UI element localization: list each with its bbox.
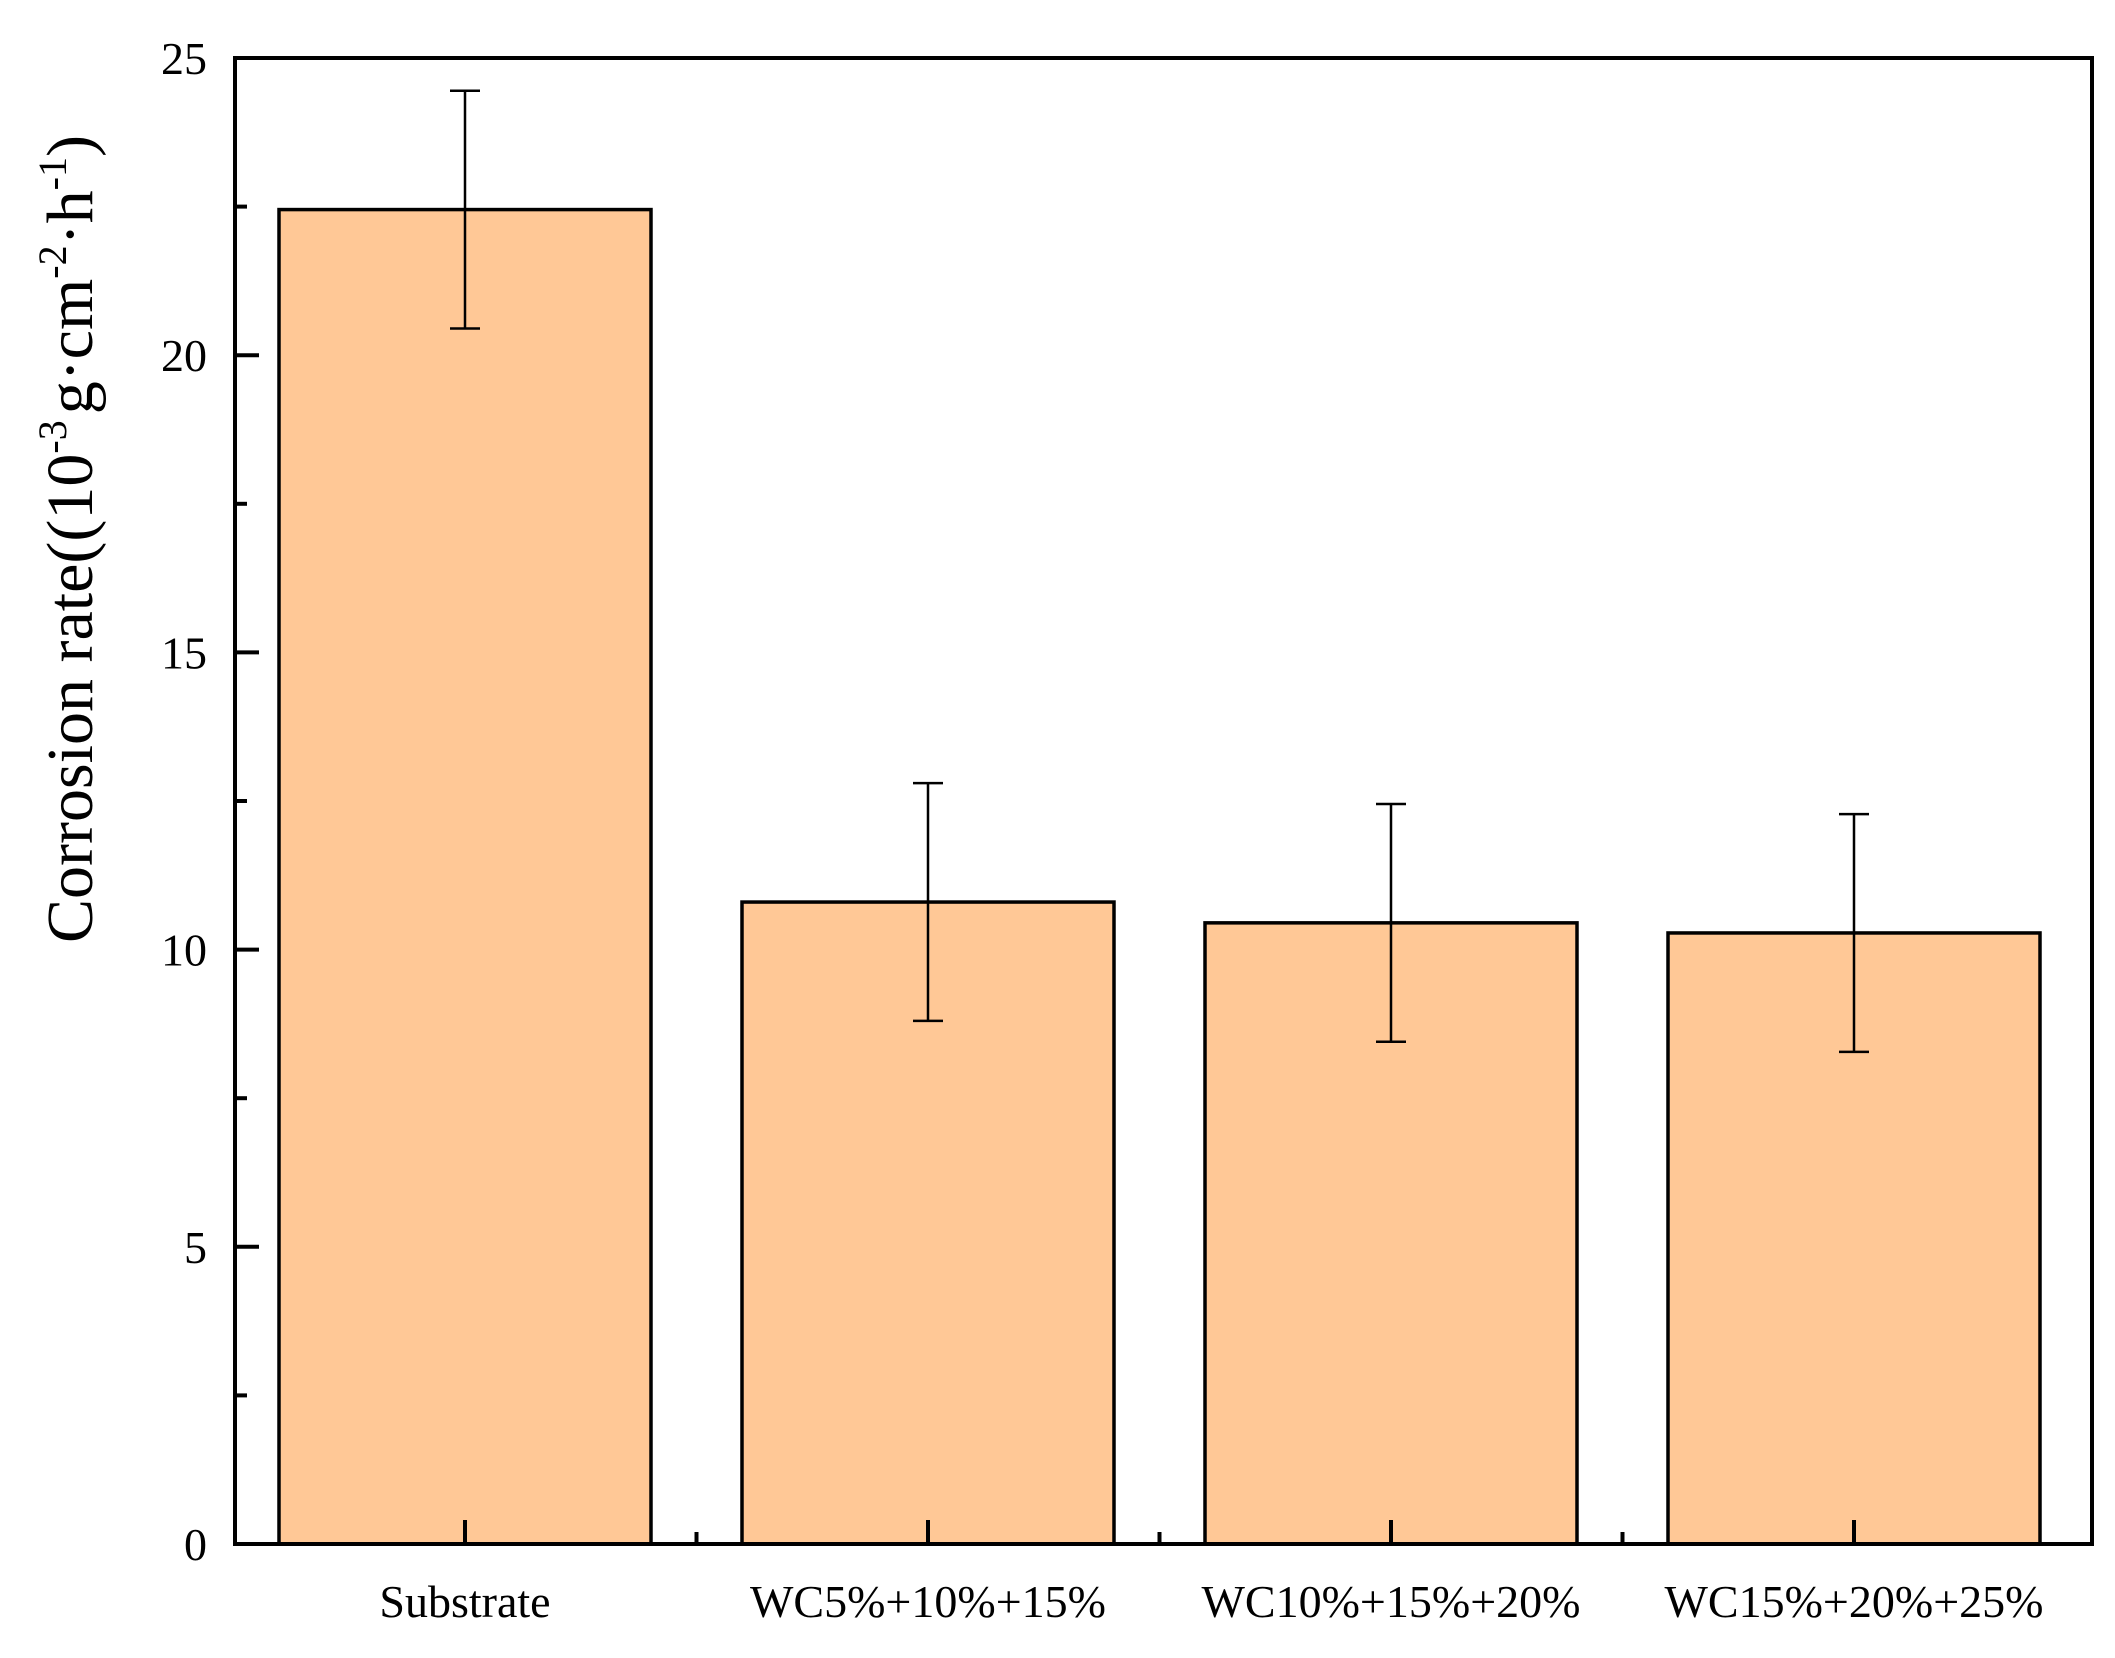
y-axis-title-sup1: -3 (30, 420, 75, 453)
x-tick-label-3: WC15%+20%+25% (1665, 1576, 2044, 1627)
y-axis-title-prefix: Corrosion rate((10 (34, 454, 107, 943)
y-axis-title-sup2: -2 (30, 245, 75, 278)
y-tick-label-3: 15 (161, 627, 207, 678)
y-tick-label-5: 25 (161, 33, 207, 84)
labels-layer: Substrate WC5%+10%+15% WC10%+15%+20% WC15%+… (161, 33, 2043, 1627)
y-axis-title: Corrosion rate((10-3 g·cm-2·h-1) (30, 135, 107, 943)
bars-layer (277, 207, 2042, 1546)
x-tick-label-1: WC5%+10%+15% (750, 1576, 1106, 1627)
y-tick-label-0: 0 (184, 1519, 207, 1570)
y-tick-label-1: 5 (184, 1222, 207, 1273)
error-bar-1 (913, 781, 943, 1023)
bar-0 (277, 207, 653, 1546)
y-axis-title-mid1: g·cm (34, 279, 107, 415)
ticks-layer (235, 56, 1856, 1546)
x-tick-label-0: Substrate (379, 1576, 550, 1627)
error-bar-2 (1376, 802, 1406, 1043)
y-axis-title-suffix: ) (34, 135, 107, 157)
error-bars-layer (450, 89, 1869, 1054)
y-axis-title-mid2: ·h (34, 190, 107, 245)
error-bar-3 (1839, 812, 1869, 1054)
x-tick-label-2: WC10%+15%+20% (1202, 1576, 1581, 1627)
y-tick-label-2: 10 (161, 925, 207, 976)
y-tick-label-4: 20 (161, 330, 207, 381)
y-axis-title-sup3: -1 (30, 157, 75, 190)
error-bar-0 (450, 89, 480, 330)
